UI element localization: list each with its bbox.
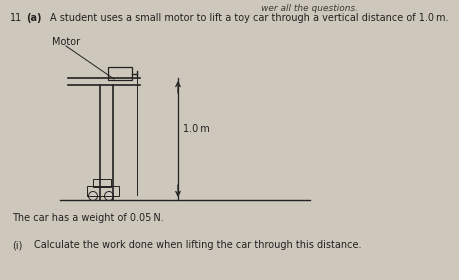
Text: The car has a weight of 0.05 N.: The car has a weight of 0.05 N. xyxy=(12,213,164,223)
Bar xyxy=(87,186,119,196)
Text: wer all the questions.: wer all the questions. xyxy=(262,4,358,13)
Text: Calculate the work done when lifting the car through this distance.: Calculate the work done when lifting the… xyxy=(34,240,362,250)
Text: (a): (a) xyxy=(26,13,41,23)
Text: 1.0 m: 1.0 m xyxy=(183,124,210,134)
Text: (i): (i) xyxy=(12,240,22,250)
Text: A student uses a small motor to lift a toy car through a vertical distance of 1.: A student uses a small motor to lift a t… xyxy=(50,13,448,23)
Bar xyxy=(108,67,132,80)
Text: 11: 11 xyxy=(10,13,22,23)
Bar xyxy=(93,179,111,187)
Text: Motor: Motor xyxy=(52,37,80,47)
